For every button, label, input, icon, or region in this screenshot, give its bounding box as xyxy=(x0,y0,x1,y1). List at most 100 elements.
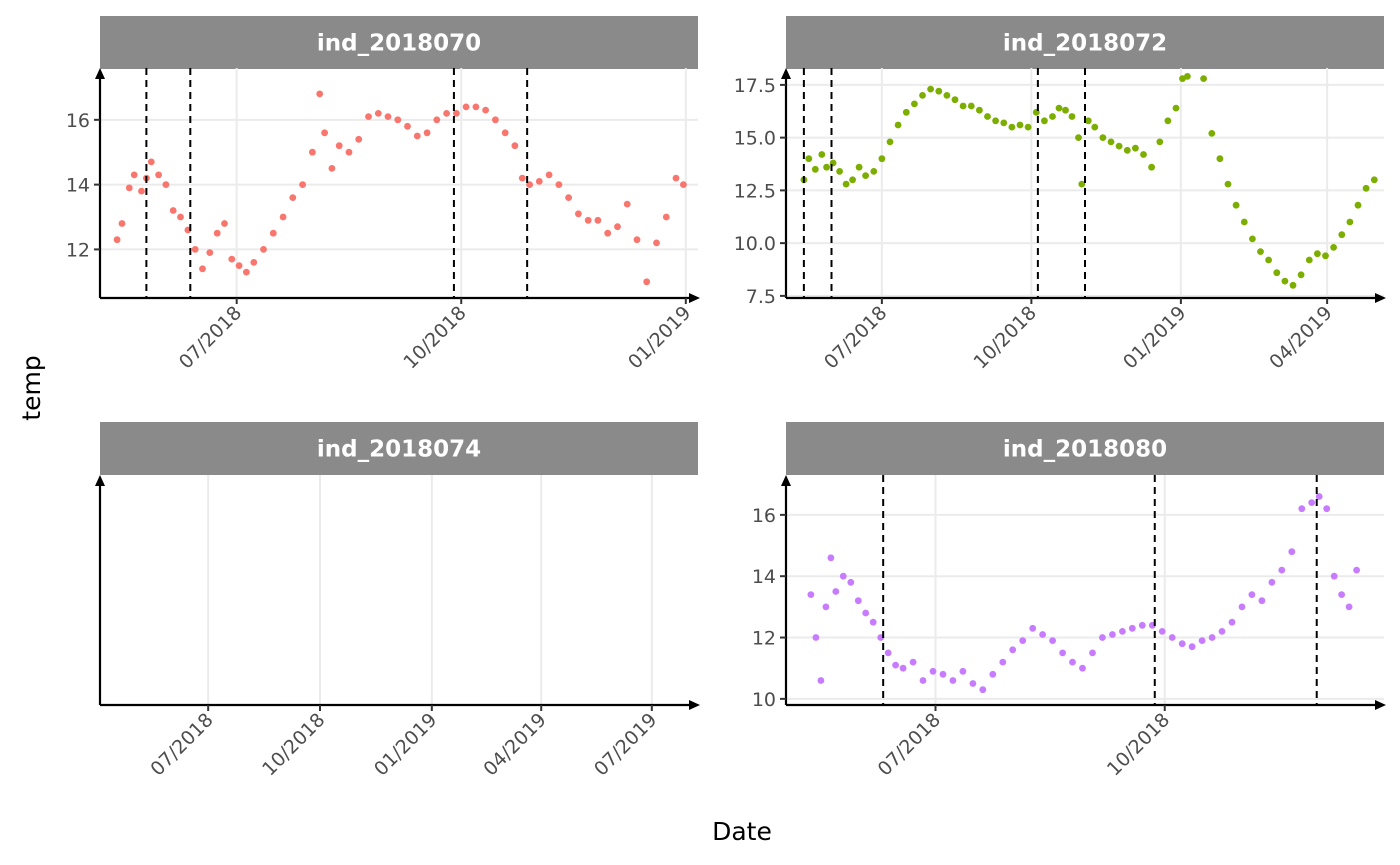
data-point xyxy=(221,220,228,227)
x-tick-label: 10/2018 xyxy=(258,709,329,780)
data-point xyxy=(884,649,892,657)
facet-panel-ind_2018080: ind_2018080 07/2018 10/2018 10 12 14 16 xyxy=(752,422,1386,780)
data-point xyxy=(999,658,1007,666)
data-point xyxy=(147,158,155,166)
data-point xyxy=(316,90,324,98)
data-point xyxy=(1208,634,1216,641)
data-point xyxy=(443,110,450,117)
data-point xyxy=(365,113,372,120)
data-point xyxy=(492,116,499,124)
y-axis-arrow xyxy=(95,475,105,486)
data-point xyxy=(1172,104,1180,112)
data-point xyxy=(832,588,840,595)
data-point xyxy=(1188,643,1196,651)
data-point xyxy=(206,249,214,256)
data-point xyxy=(191,246,199,253)
x-tick-label: 01/2019 xyxy=(624,302,695,373)
data-point xyxy=(935,87,943,95)
data-point xyxy=(911,100,918,108)
facet-strip xyxy=(100,422,698,475)
data-point xyxy=(951,96,959,104)
data-point xyxy=(472,103,480,111)
data-point xyxy=(1308,499,1316,506)
data-point xyxy=(453,110,460,117)
data-point xyxy=(1278,566,1286,574)
data-point xyxy=(992,117,999,125)
y-axis-title: temp xyxy=(17,355,46,420)
data-point xyxy=(984,113,991,120)
data-point xyxy=(672,174,680,182)
data-point xyxy=(1232,201,1240,209)
y-tick-label: 10.0 xyxy=(734,233,776,255)
data-point xyxy=(423,129,431,137)
data-points xyxy=(807,493,1360,694)
data-point xyxy=(878,155,886,163)
data-point xyxy=(1198,637,1206,644)
y-tick-label: 12 xyxy=(66,239,90,261)
data-point xyxy=(575,210,582,218)
data-point xyxy=(1115,142,1123,150)
data-point xyxy=(919,677,927,684)
facet-strip xyxy=(100,16,698,69)
data-point xyxy=(807,591,815,598)
data-point xyxy=(1354,201,1362,209)
data-point xyxy=(1289,281,1297,289)
x-axis-arrow xyxy=(1375,700,1386,710)
x-tick-label: 07/2018 xyxy=(820,302,891,373)
x-tick-label: 07/2018 xyxy=(874,709,945,780)
x-tick-label: 10/2018 xyxy=(970,302,1041,373)
data-point xyxy=(1029,624,1037,632)
data-point xyxy=(545,171,553,179)
data-point xyxy=(827,554,835,562)
facet-strip xyxy=(786,16,1384,69)
y-axis-arrow xyxy=(95,68,105,79)
data-point xyxy=(1055,104,1063,112)
data-point xyxy=(979,686,987,694)
data-point xyxy=(812,634,820,641)
facet-panel-ind_2018070: ind_2018070 07/2018 10/2018 01/2019 12 14 16 xyxy=(66,16,700,373)
data-point xyxy=(943,92,951,99)
data-point xyxy=(1123,146,1131,154)
data-point xyxy=(1164,117,1172,125)
x-tick-label: 07/2018 xyxy=(175,302,246,373)
x-tick-label: 07/2018 xyxy=(146,709,217,780)
data-point xyxy=(1016,121,1024,129)
data-point xyxy=(1298,505,1306,513)
y-tick-label: 12 xyxy=(752,628,776,650)
data-point xyxy=(1062,106,1069,114)
data-point xyxy=(836,168,843,175)
data-point xyxy=(1009,646,1017,654)
data-point xyxy=(1240,218,1248,226)
data-point xyxy=(1315,493,1323,500)
data-point xyxy=(279,213,287,221)
data-point xyxy=(243,268,250,276)
data-point xyxy=(633,236,641,244)
data-point xyxy=(909,658,917,666)
data-point xyxy=(1075,134,1082,142)
data-point xyxy=(228,255,236,263)
data-point xyxy=(1158,628,1166,635)
data-point xyxy=(1024,123,1032,131)
data-point xyxy=(1224,180,1232,188)
data-point xyxy=(894,121,902,129)
data-point xyxy=(199,265,206,273)
data-point xyxy=(1249,235,1256,243)
data-points xyxy=(800,73,1378,289)
data-point xyxy=(902,108,910,116)
data-point xyxy=(1248,591,1256,598)
data-point xyxy=(680,181,687,189)
data-point xyxy=(1049,113,1056,120)
data-point xyxy=(565,194,572,202)
x-axis-arrow xyxy=(689,700,700,710)
data-point xyxy=(886,138,894,146)
data-point xyxy=(939,670,947,678)
data-point xyxy=(1338,231,1346,239)
data-point xyxy=(919,92,926,99)
data-point xyxy=(614,223,621,231)
data-point xyxy=(177,213,184,221)
data-point xyxy=(1322,252,1329,260)
facet-title: ind_2018074 xyxy=(317,437,481,463)
grid-lines xyxy=(786,475,1384,705)
